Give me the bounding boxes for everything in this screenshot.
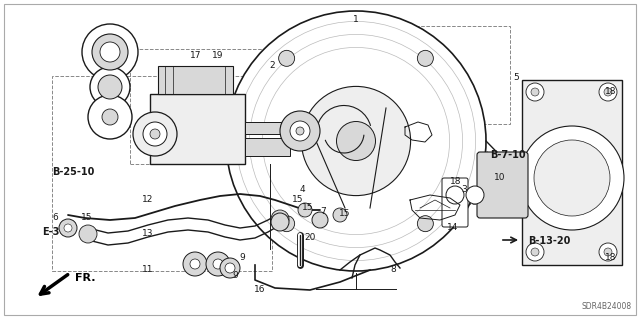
Text: 1: 1 <box>353 16 359 25</box>
Text: B-7-10: B-7-10 <box>490 150 525 160</box>
Circle shape <box>526 83 544 101</box>
Text: FR.: FR. <box>75 273 95 283</box>
Text: 6: 6 <box>52 213 58 222</box>
Circle shape <box>534 140 610 216</box>
Circle shape <box>531 88 539 96</box>
Text: 4: 4 <box>299 186 305 195</box>
Circle shape <box>183 252 207 276</box>
Circle shape <box>298 203 312 217</box>
Circle shape <box>64 224 72 232</box>
FancyBboxPatch shape <box>442 178 468 227</box>
Circle shape <box>271 213 289 231</box>
Circle shape <box>150 129 160 139</box>
Circle shape <box>213 259 223 269</box>
Bar <box>245 122 290 134</box>
Text: 5: 5 <box>513 73 519 83</box>
Circle shape <box>133 112 177 156</box>
Circle shape <box>278 216 294 232</box>
Text: 9: 9 <box>239 254 245 263</box>
Bar <box>150 94 245 164</box>
Text: 19: 19 <box>212 51 224 61</box>
Text: 15: 15 <box>81 213 93 222</box>
Circle shape <box>206 252 230 276</box>
FancyBboxPatch shape <box>477 152 528 218</box>
Circle shape <box>79 225 97 243</box>
Circle shape <box>143 122 167 146</box>
Text: E-3: E-3 <box>42 227 60 237</box>
Circle shape <box>312 212 328 228</box>
Text: 16: 16 <box>254 286 266 294</box>
Text: 7: 7 <box>320 207 326 217</box>
Text: 15: 15 <box>292 196 304 204</box>
Bar <box>158 66 233 94</box>
Text: 18: 18 <box>605 254 617 263</box>
Text: 18: 18 <box>451 177 461 187</box>
Circle shape <box>417 216 433 232</box>
Text: 3: 3 <box>461 186 467 195</box>
Text: 13: 13 <box>142 229 154 239</box>
Circle shape <box>301 86 411 196</box>
Circle shape <box>90 67 130 107</box>
Circle shape <box>290 121 310 141</box>
Text: 18: 18 <box>605 87 617 97</box>
Circle shape <box>100 42 120 62</box>
Circle shape <box>220 258 240 278</box>
Circle shape <box>337 122 376 160</box>
Bar <box>245 138 290 156</box>
Circle shape <box>226 11 486 271</box>
Circle shape <box>278 50 294 66</box>
Text: B-13-20: B-13-20 <box>528 236 570 246</box>
Text: SDR4B24008: SDR4B24008 <box>582 302 632 311</box>
Text: 15: 15 <box>339 209 351 218</box>
Text: 15: 15 <box>302 203 314 211</box>
Text: 20: 20 <box>304 234 316 242</box>
Circle shape <box>82 24 138 80</box>
Bar <box>52 76 272 271</box>
Circle shape <box>88 95 132 139</box>
Text: 8: 8 <box>390 265 396 275</box>
Circle shape <box>102 109 118 125</box>
Circle shape <box>531 248 539 256</box>
Circle shape <box>225 263 235 273</box>
Circle shape <box>92 34 128 70</box>
Text: 11: 11 <box>142 265 154 275</box>
Bar <box>130 49 370 164</box>
Circle shape <box>333 208 347 222</box>
Circle shape <box>604 248 612 256</box>
Circle shape <box>59 219 77 237</box>
Text: 14: 14 <box>447 224 459 233</box>
Circle shape <box>466 186 484 204</box>
Circle shape <box>526 243 544 261</box>
Bar <box>400 124 485 204</box>
Text: 17: 17 <box>190 51 202 61</box>
Circle shape <box>280 111 320 151</box>
Text: B-25-10: B-25-10 <box>52 167 94 177</box>
Circle shape <box>190 259 200 269</box>
Circle shape <box>599 83 617 101</box>
Circle shape <box>520 126 624 230</box>
Text: 9: 9 <box>232 271 238 279</box>
Text: 10: 10 <box>494 174 506 182</box>
Circle shape <box>98 75 122 99</box>
Circle shape <box>446 186 464 204</box>
Text: 12: 12 <box>142 196 154 204</box>
Bar <box>522 80 622 265</box>
Circle shape <box>417 50 433 66</box>
Circle shape <box>604 88 612 96</box>
Circle shape <box>271 210 289 228</box>
Circle shape <box>599 243 617 261</box>
Bar <box>400 26 510 124</box>
Text: 2: 2 <box>269 61 275 70</box>
Circle shape <box>296 127 304 135</box>
